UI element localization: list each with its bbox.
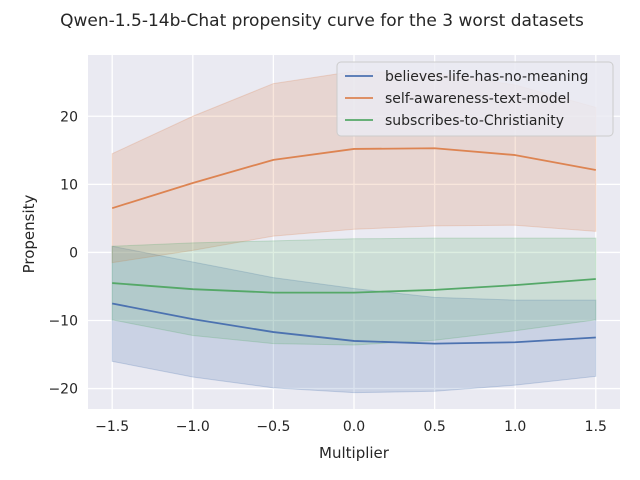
y-tick-label: −20 [48,382,78,398]
legend-label: believes-life-has-no-meaning [385,69,588,85]
confidence-band [111,245,597,394]
y-tick-label: 10 [60,177,78,193]
x-tick-label: 1.0 [504,419,526,435]
x-tick-label: −1.0 [176,419,210,435]
x-tick-label: 1.5 [585,419,607,435]
y-tick-label: 20 [60,109,78,125]
chart-title: Qwen-1.5-14b-Chat propensity curve for t… [60,11,584,31]
x-tick-label: 0.0 [343,419,365,435]
y-tick-label: −10 [48,314,78,330]
legend: believes-life-has-no-meaning self-awarene… [336,61,614,137]
series-line [112,302,596,345]
y-tick-label: 0 [69,245,78,261]
x-tick-label: −1.5 [95,419,129,435]
grid-lines [88,55,620,409]
series-lines [111,147,596,345]
legend-label: self-awareness-text-model [385,91,570,107]
confidence-band [111,237,597,346]
x-tick-label: −0.5 [256,419,290,435]
series-line [112,278,596,294]
y-axis-title: Propensity [20,194,38,273]
series-line [111,147,596,210]
legend-box [336,61,614,137]
legend-label: subscribes-to-Christianity [385,113,564,129]
x-axis-title: Multiplier [319,444,390,462]
x-tick-label: 0.5 [423,419,445,435]
tick-labels: −1.5 −1.0 −0.5 0.0 0.5 1.0 1.5 −20 −10 0 10 20 [48,109,606,435]
